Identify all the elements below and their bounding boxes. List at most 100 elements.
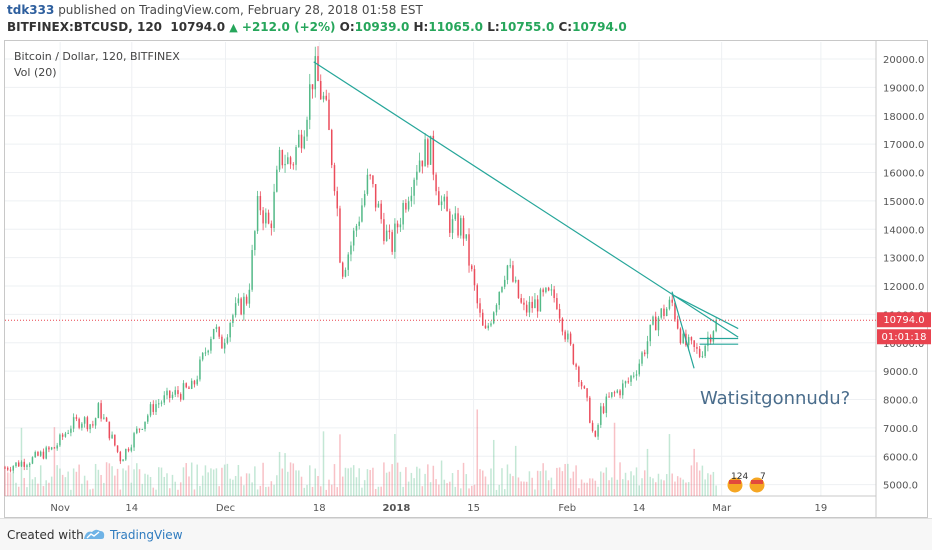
candle-body [503, 279, 506, 287]
volume-bar [523, 481, 525, 496]
candle-body [344, 269, 347, 277]
candle-body [550, 289, 553, 291]
candle-body [254, 231, 256, 251]
candle-body [534, 299, 536, 309]
volume-bar [539, 471, 542, 496]
volume-bar [64, 477, 67, 496]
candle-body [380, 203, 382, 220]
candle-body [586, 388, 588, 398]
volume-bar [490, 468, 492, 496]
candle-body [48, 447, 50, 450]
tradingview-logo-icon[interactable] [82, 526, 106, 545]
tradingview-brand-link[interactable]: TradingView [110, 528, 183, 542]
volume-bar [701, 465, 704, 496]
candle-body [704, 345, 706, 357]
candle-body [495, 305, 498, 313]
candle-body [174, 390, 176, 395]
candle-body [199, 359, 201, 380]
candle-body [89, 424, 91, 430]
candle-body [147, 415, 149, 422]
volume-bar [608, 480, 610, 496]
volume-bar [682, 479, 684, 496]
candle-body [188, 387, 190, 389]
x-tick-label: Feb [558, 503, 576, 514]
candle-body [643, 352, 646, 355]
candle-body [196, 379, 198, 385]
volume-bar [429, 482, 432, 496]
candle-body [311, 84, 314, 90]
volume-bar [341, 476, 344, 496]
y-tick-label: 5000.0 [883, 481, 918, 492]
volume-bar [31, 479, 34, 496]
candle-body [245, 296, 248, 304]
volume-bar [366, 469, 369, 496]
candle-body [451, 219, 454, 233]
candle-body [418, 160, 421, 172]
price-chart[interactable]: 5000.0 6000.0 7000.0 8000.0 9000.0 10000.0 110… [0, 0, 932, 518]
volume-bar [462, 462, 465, 496]
candle-body [520, 298, 522, 303]
candle-body [182, 383, 185, 400]
candle-body [320, 80, 322, 100]
volume-bar [78, 464, 80, 496]
candle-body [696, 347, 698, 349]
candle-body [693, 340, 695, 348]
volume-bar [646, 448, 649, 496]
candle-body [267, 212, 270, 224]
volume-bar [72, 468, 75, 496]
candle-body [583, 386, 586, 389]
candle-body [416, 171, 418, 180]
candle-body [630, 375, 632, 382]
volume-bar [248, 473, 251, 496]
candle-body [218, 326, 220, 337]
candle-body [668, 299, 671, 309]
candle-body [215, 326, 218, 329]
volume-bar [446, 483, 448, 496]
volume-bar [407, 481, 410, 496]
volume-bar [127, 465, 130, 496]
y-tick-label: 16000.0 [883, 169, 924, 180]
volume-bar [251, 482, 253, 496]
y-tick-label: 6000.0 [883, 452, 918, 463]
x-tick-label: 18 [313, 503, 326, 514]
candle-body [443, 196, 446, 202]
candle-body [295, 147, 297, 165]
volume-bar [70, 489, 72, 496]
candle-body [427, 139, 429, 165]
candle-body [15, 462, 17, 467]
volume-bar [309, 465, 311, 496]
candle-body [624, 381, 627, 384]
volume-bar [12, 472, 14, 496]
candle-body [591, 422, 594, 431]
candle-body [108, 421, 111, 439]
volume-bar [687, 482, 690, 496]
candle-body [654, 316, 657, 331]
volume-bar [207, 472, 209, 496]
volume-bar [245, 473, 248, 496]
volume-bar [550, 477, 553, 496]
candle-body [190, 380, 193, 389]
volume-bar [83, 475, 86, 496]
candle-body [86, 417, 89, 430]
candle-body [619, 390, 621, 396]
volume-bar [81, 483, 83, 496]
volume-bar [144, 473, 146, 496]
candle-body [61, 434, 64, 437]
volume-bar [314, 468, 317, 496]
candle-body [309, 84, 311, 120]
volume-bar [193, 489, 196, 496]
volume-bar [660, 479, 662, 496]
volume-bar [160, 467, 163, 496]
candle-body [221, 336, 223, 349]
volume-bar [138, 469, 141, 496]
author-name[interactable]: tdk333 [7, 3, 55, 17]
candle-body [399, 224, 402, 228]
volume-bar [597, 486, 599, 496]
volume-bar [363, 480, 366, 496]
volume-bar [567, 463, 569, 496]
volume-bar [125, 470, 127, 496]
volume-bar [336, 487, 338, 496]
volume-bar [171, 474, 174, 496]
volume-bar [221, 467, 223, 496]
candle-body [17, 462, 20, 467]
